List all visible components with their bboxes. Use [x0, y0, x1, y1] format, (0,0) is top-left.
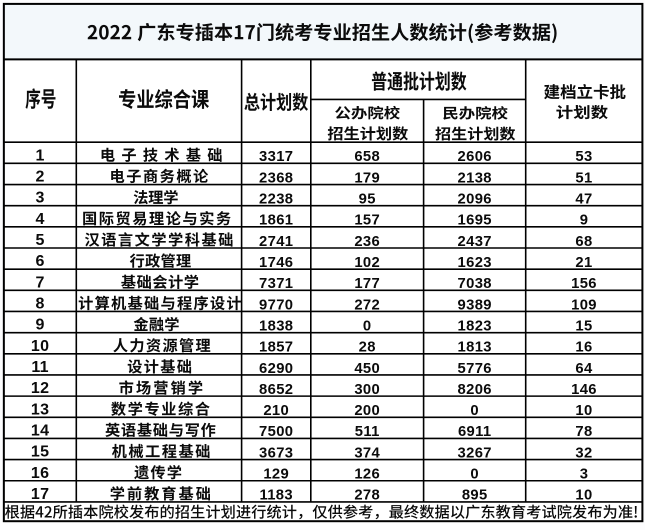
svg-text:53: 53 — [575, 149, 592, 165]
svg-text:2138: 2138 — [458, 170, 492, 186]
svg-text:3267: 3267 — [458, 445, 492, 461]
svg-text:2741: 2741 — [259, 234, 293, 250]
svg-text:0: 0 — [363, 318, 372, 334]
svg-text:0: 0 — [470, 467, 479, 483]
svg-text:2368: 2368 — [259, 170, 293, 186]
svg-text:1861: 1861 — [259, 213, 293, 229]
svg-text:14: 14 — [31, 422, 49, 439]
svg-text:450: 450 — [354, 361, 380, 377]
svg-text:47: 47 — [575, 192, 592, 208]
svg-text:179: 179 — [354, 170, 380, 186]
svg-text:9770: 9770 — [259, 297, 293, 313]
svg-text:511: 511 — [355, 424, 380, 440]
svg-text:10: 10 — [575, 488, 592, 504]
svg-text:2238: 2238 — [259, 192, 293, 208]
svg-text:9: 9 — [35, 317, 44, 334]
svg-text:278: 278 — [354, 488, 380, 504]
svg-text:7500: 7500 — [259, 424, 293, 440]
svg-text:15: 15 — [575, 318, 592, 334]
svg-text:5776: 5776 — [458, 361, 492, 377]
svg-text:64: 64 — [575, 361, 593, 377]
svg-text:28: 28 — [359, 340, 376, 356]
svg-text:2606: 2606 — [458, 149, 492, 165]
svg-text:3673: 3673 — [259, 445, 293, 461]
svg-text:16: 16 — [575, 340, 592, 356]
svg-text:8: 8 — [35, 296, 44, 313]
svg-text:102: 102 — [354, 255, 380, 271]
svg-text:374: 374 — [354, 445, 380, 461]
svg-text:12: 12 — [31, 380, 49, 397]
svg-text:156: 156 — [571, 276, 597, 292]
svg-text:300: 300 — [354, 382, 380, 398]
svg-text:1: 1 — [35, 147, 44, 164]
svg-text:78: 78 — [575, 424, 592, 440]
svg-text:157: 157 — [354, 213, 380, 229]
svg-text:6: 6 — [35, 253, 44, 270]
svg-text:7: 7 — [35, 274, 44, 291]
svg-text:2437: 2437 — [458, 234, 492, 250]
svg-text:95: 95 — [359, 192, 376, 208]
svg-text:210: 210 — [263, 403, 289, 419]
svg-text:4: 4 — [35, 211, 44, 228]
svg-text:8206: 8206 — [458, 382, 492, 398]
svg-text:1838: 1838 — [259, 318, 293, 334]
svg-text:1746: 1746 — [259, 255, 293, 271]
svg-text:177: 177 — [354, 276, 380, 292]
svg-text:17: 17 — [31, 486, 49, 503]
svg-text:2096: 2096 — [458, 192, 492, 208]
svg-text:3: 3 — [580, 467, 589, 483]
svg-text:51: 51 — [575, 170, 592, 186]
svg-text:658: 658 — [354, 149, 380, 165]
svg-text:10: 10 — [31, 338, 49, 355]
svg-text:2: 2 — [35, 169, 44, 186]
svg-text:1695: 1695 — [458, 213, 492, 229]
svg-text:6911: 6911 — [458, 424, 492, 440]
svg-text:6290: 6290 — [259, 361, 293, 377]
svg-text:9389: 9389 — [458, 297, 492, 313]
svg-text:5: 5 — [35, 232, 44, 249]
svg-text:126: 126 — [354, 467, 380, 483]
svg-text:10: 10 — [575, 403, 592, 419]
svg-text:200: 200 — [354, 403, 380, 419]
svg-text:15: 15 — [31, 444, 49, 461]
svg-text:7038: 7038 — [458, 276, 492, 292]
svg-text:3317: 3317 — [259, 149, 293, 165]
svg-text:13: 13 — [31, 401, 49, 418]
svg-text:272: 272 — [354, 297, 380, 313]
svg-text:895: 895 — [462, 488, 488, 504]
svg-text:1183: 1183 — [259, 488, 293, 504]
svg-text:0: 0 — [470, 403, 479, 419]
svg-text:68: 68 — [575, 234, 592, 250]
svg-text:16: 16 — [31, 465, 49, 482]
svg-text:146: 146 — [571, 382, 597, 398]
svg-text:8652: 8652 — [259, 382, 293, 398]
svg-text:1813: 1813 — [458, 340, 492, 356]
svg-text:9: 9 — [580, 213, 589, 229]
svg-text:236: 236 — [354, 234, 380, 250]
svg-text:1623: 1623 — [458, 255, 492, 271]
svg-text:7371: 7371 — [259, 276, 293, 292]
svg-text:32: 32 — [575, 445, 592, 461]
svg-text:3: 3 — [35, 190, 44, 207]
svg-text:129: 129 — [263, 467, 289, 483]
svg-text:21: 21 — [575, 255, 592, 271]
svg-text:11: 11 — [31, 359, 49, 376]
svg-text:109: 109 — [571, 297, 597, 313]
svg-text:1857: 1857 — [259, 340, 293, 356]
svg-text:1823: 1823 — [458, 318, 492, 334]
